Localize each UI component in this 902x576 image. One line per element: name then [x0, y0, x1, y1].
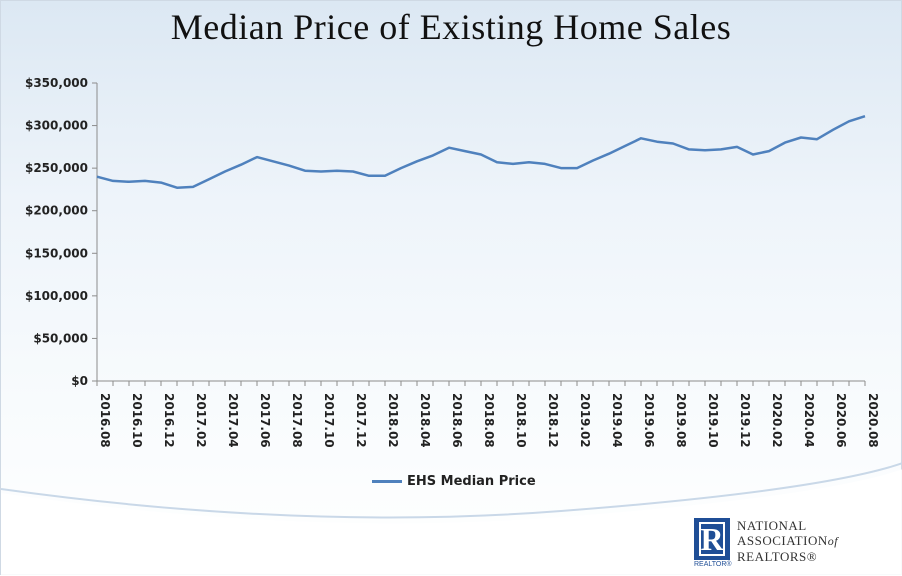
plot-area	[96, 115, 866, 189]
x-tick-label: 2018.04	[418, 393, 432, 448]
y-tick-label: $350,000	[25, 76, 88, 90]
x-tick-label: 2019.04	[610, 393, 624, 448]
legend-swatch	[372, 479, 402, 483]
x-tick-label: 2016.08	[98, 393, 112, 448]
x-tick-label: 2018.10	[514, 393, 528, 448]
legend-label: EHS Median Price	[407, 473, 536, 489]
x-tick-label: 2018.08	[482, 393, 496, 448]
y-axis: $0 $50,000 $100,000 $150,000 $200,000 $250,00…	[25, 76, 98, 388]
y-tick-label: $200,000	[25, 204, 88, 218]
x-tick-label: 2019.10	[706, 393, 720, 448]
x-tick-label: 2018.12	[546, 393, 560, 448]
line-chart: $0 $50,000 $100,000 $150,000 $200,000 $250,00…	[25, 76, 880, 448]
realtor-mark-caption: REALTOR®	[694, 561, 732, 568]
x-tick-label: 2017.10	[322, 393, 336, 448]
x-tick-label: 2017.04	[226, 393, 240, 448]
legend: EHS Median Price	[372, 471, 536, 491]
x-tick-label: 2017.06	[258, 393, 272, 448]
y-tick-label: $150,000	[25, 246, 88, 260]
series-line	[96, 115, 866, 189]
realtor-r-logo-icon: R	[694, 518, 730, 560]
x-tick-label: 2016.12	[162, 393, 176, 448]
y-tick-label: $300,000	[25, 119, 88, 133]
nar-logo-text: NATIONAL ASSOCIATIONof REALTORS®	[737, 518, 839, 564]
y-tick-label: $100,000	[25, 289, 88, 303]
y-tick-label: $0	[71, 374, 88, 388]
y-tick-label: $50,000	[33, 331, 88, 345]
x-tick-label: 2017.08	[290, 393, 304, 448]
x-tick-label: 2017.12	[354, 393, 368, 448]
x-tick-label: 2019.12	[738, 393, 752, 448]
x-tick-label: 2020.02	[770, 393, 784, 448]
x-tick-label: 2020.08	[866, 393, 880, 448]
x-tick-label: 2020.04	[802, 393, 816, 448]
x-tick-label: 2016.10	[130, 393, 144, 448]
x-tick-label: 2018.02	[386, 393, 400, 448]
x-tick-label: 2017.02	[194, 393, 208, 448]
x-tick-label: 2019.06	[642, 393, 656, 448]
x-axis: 2016.08 2016.10 2016.12 2017.02 2017.04 2017.…	[96, 380, 880, 448]
x-tick-label: 2018.06	[450, 393, 464, 448]
nar-logo: R REALTOR® NATIONAL ASSOCIATIONof REALTO…	[694, 518, 894, 570]
x-tick-label: 2020.06	[834, 393, 848, 448]
y-tick-label: $250,000	[25, 161, 88, 175]
x-tick-label: 2019.02	[578, 393, 592, 448]
x-tick-label: 2019.08	[674, 393, 688, 448]
chart-title: Median Price of Existing Home Sales	[170, 7, 732, 47]
